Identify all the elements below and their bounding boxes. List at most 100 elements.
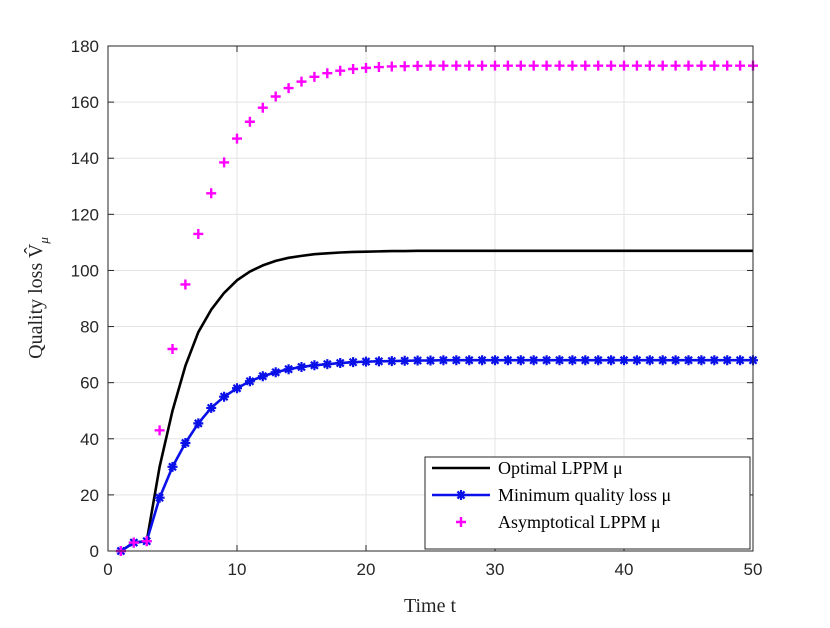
data-point [167,461,178,472]
data-point [180,437,191,448]
legend: Optimal LPPM μ Minimum quality loss μ Asym… [424,456,751,550]
data-point [477,60,488,71]
x-tick-label: 10 [228,560,247,579]
data-point [657,355,668,366]
series-line [120,249,753,553]
data-point [580,60,591,71]
data-point [477,355,488,366]
data-point [386,61,397,72]
series-1 [120,249,753,553]
x-tick-label: 50 [744,560,763,579]
y-tick-label: 100 [71,261,99,280]
data-point [567,60,578,71]
data-point [606,60,617,71]
data-point [373,356,384,367]
data-point [193,418,204,429]
data-point [283,83,294,94]
data-point [322,359,333,370]
data-point [154,492,165,503]
data-point [606,355,617,366]
data-point [335,65,346,76]
x-axis-title: Time t [404,595,457,617]
data-point [180,279,191,290]
data-point [451,60,462,71]
legend-marker [456,517,466,527]
y-tick-label: 40 [80,430,99,449]
data-point [631,355,642,366]
data-point [528,60,539,71]
data-point [541,60,552,71]
data-point [399,61,410,72]
data-point [232,133,242,144]
data-point [735,355,746,366]
x-tick-label: 20 [357,560,376,579]
data-point [502,60,513,71]
legend-box [424,456,751,550]
data-point [206,402,217,413]
axis-ticks: 0 10 20 30 40 50 0 20 40 60 80 100 120 140 160 180 [71,37,763,579]
data-point [128,537,139,548]
data-point [490,60,500,71]
data-point [232,383,242,394]
y-tick-label: 180 [71,37,99,56]
y-tick-label: 80 [80,318,99,337]
y-axis-title: Quality loss V̂μ [23,237,51,359]
legend-label: Asymptotical LPPM μ [498,512,661,532]
data-point [631,60,642,71]
legend-label: Minimum quality loss μ [498,485,671,505]
data-point [657,60,668,71]
data-point [412,60,423,71]
data-point [515,60,526,71]
data-point [335,358,346,369]
data-point [373,62,384,73]
data-point [593,355,604,366]
data-point [219,157,230,168]
data-point [683,60,694,71]
y-tick-label: 160 [71,93,99,112]
data-point [619,355,629,366]
y-axis-title-main: Quality loss V̂ [23,243,47,359]
data-point [619,60,629,71]
data-point [386,356,397,367]
data-point [683,355,694,366]
data-point [283,364,294,375]
plot-frame [107,45,754,552]
data-point [322,68,333,79]
data-point [425,60,436,71]
series-layer [115,60,758,556]
y-tick-label: 120 [71,205,99,224]
data-point [644,60,655,71]
grid-lines [108,46,753,551]
data-point [490,355,500,366]
data-point [670,355,681,366]
data-point [296,76,307,87]
data-point [464,355,475,366]
data-point [399,355,410,366]
data-point [193,228,204,239]
data-point [722,355,733,366]
data-point [709,355,720,366]
data-point [244,116,255,127]
data-point [167,344,178,354]
x-tick-label: 30 [486,560,505,579]
data-point [515,355,526,366]
data-point [348,357,359,368]
y-axis-title-subscript: μ [36,237,51,245]
x-tick-label: 40 [615,560,634,579]
data-point [670,60,681,71]
data-point [296,361,307,372]
legend-entry: Asymptotical LPPM μ [456,512,661,532]
data-point [502,355,513,366]
legend-entry: Minimum quality loss μ [432,485,671,505]
data-point [361,356,371,367]
data-point [270,91,281,102]
data-point [696,60,707,71]
data-point [257,102,268,113]
data-point [348,64,359,75]
data-point [709,60,720,71]
data-point [257,371,268,382]
data-point [141,536,152,547]
data-point [722,60,733,71]
data-point [412,355,423,366]
